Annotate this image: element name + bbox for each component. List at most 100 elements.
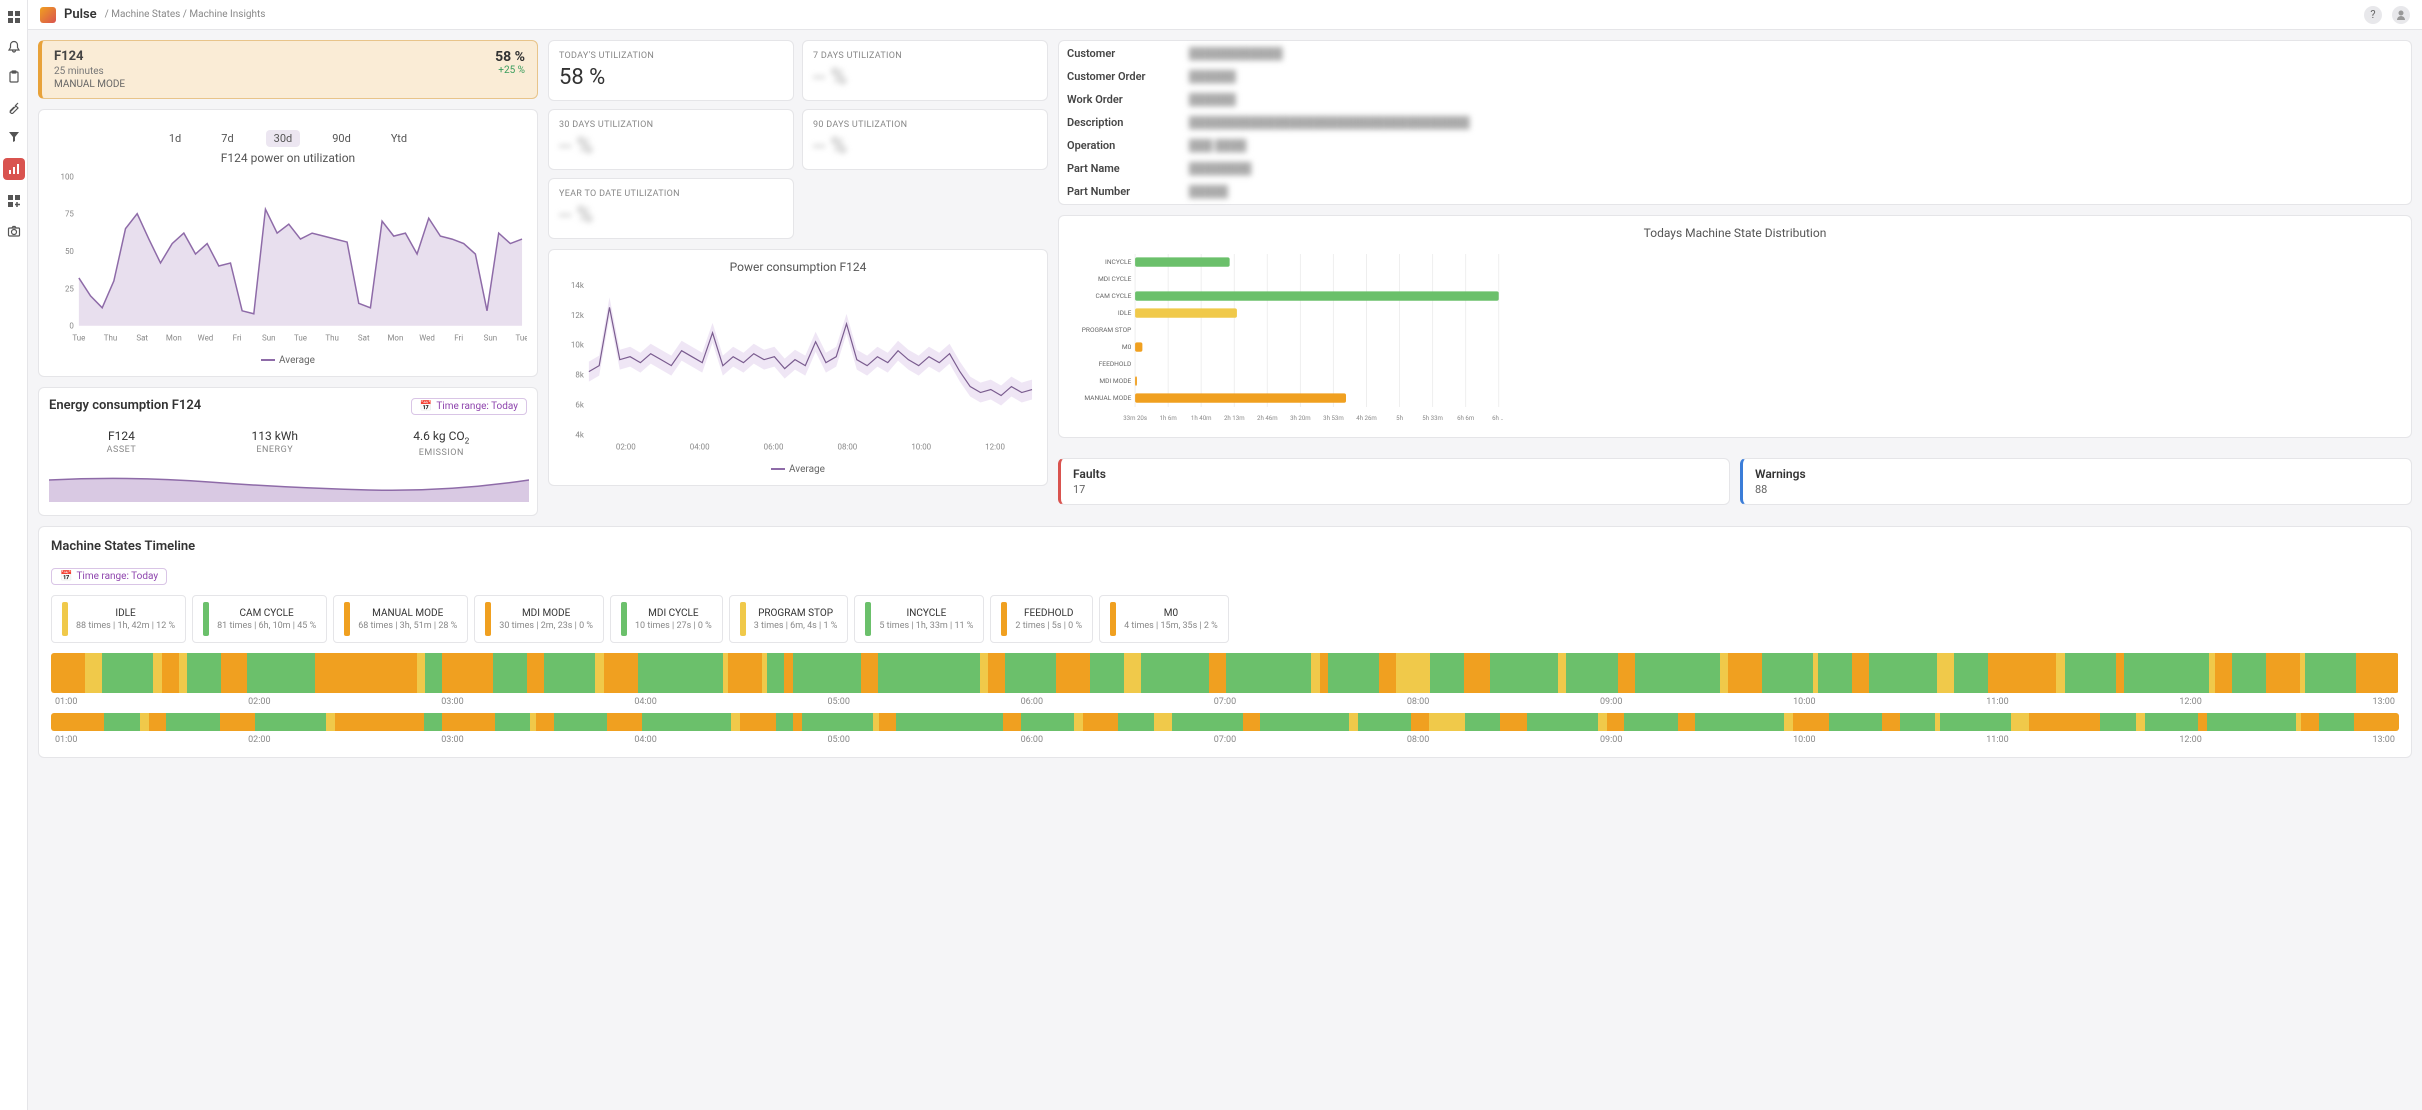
timeline-segment <box>1118 713 1154 731</box>
timeline-segment <box>2301 713 2319 731</box>
timeline-segment <box>1083 713 1119 731</box>
nav-tools-icon[interactable] <box>5 98 23 116</box>
nav-analytics-icon[interactable] <box>3 158 25 180</box>
timeline-segment <box>1940 713 2011 731</box>
nav-add-grid-icon[interactable] <box>5 192 23 210</box>
timeline-segment <box>326 713 335 731</box>
timeline-segment <box>1678 713 1696 731</box>
timeline-tick: 04:00 <box>634 697 656 707</box>
timeline-segment <box>2356 653 2399 693</box>
timeline-segment <box>1566 653 1617 693</box>
timeline-axis-1: 01:0002:0003:0004:0005:0006:0007:0008:00… <box>51 697 2399 707</box>
timeline-segment <box>1900 713 1936 731</box>
timeline-segment <box>1852 653 1869 693</box>
timeline-segment <box>1411 713 1429 731</box>
timeline-segment <box>1728 653 1762 693</box>
timeline-segment <box>2305 653 2356 693</box>
nav-camera-icon[interactable] <box>5 222 23 240</box>
range-tab-7d[interactable]: 7d <box>213 130 241 147</box>
timeline-axis-2: 01:0002:0003:0004:0005:0006:0007:0008:00… <box>51 735 2399 745</box>
state-legend-item[interactable]: IDLE88 times | 1h, 42m | 12 % <box>51 595 186 643</box>
timeline-section: Machine States Timeline 📅 Time range: To… <box>38 526 2412 758</box>
state-legend-item[interactable]: M04 times | 15m, 35s | 2 % <box>1099 595 1229 643</box>
fault-warning-row: Faults 17 Warnings 88 <box>1058 458 2412 505</box>
svg-text:Mon: Mon <box>387 334 403 343</box>
svg-text:Tue: Tue <box>72 334 85 343</box>
timeline-segment <box>1005 653 1056 693</box>
state-legend-item[interactable]: MDI MODE30 times | 2m, 23s | 0 % <box>474 595 604 643</box>
range-tab-90d[interactable]: 90d <box>324 130 359 147</box>
timeline-segment <box>1090 653 1124 693</box>
info-card: Customer████████████Customer Order██████… <box>1058 40 2412 205</box>
timeline-segment <box>1154 713 1172 731</box>
brand-name: Pulse <box>64 7 97 22</box>
warnings-card[interactable]: Warnings 88 <box>1740 458 2412 505</box>
svg-text:04:00: 04:00 <box>690 442 710 451</box>
timeline-tick: 11:00 <box>1986 735 2008 745</box>
timeline-segment <box>442 713 495 731</box>
state-legend-item[interactable]: MANUAL MODE68 times | 3h, 51m | 28 % <box>333 595 468 643</box>
timeline-segment <box>740 713 776 731</box>
timeline-tick: 06:00 <box>1021 697 1043 707</box>
svg-text:Thu: Thu <box>325 334 339 343</box>
warnings-label: Warnings <box>1755 467 2399 481</box>
svg-text:5h 33m: 5h 33m <box>1422 415 1443 422</box>
nav-filter-icon[interactable] <box>5 128 23 146</box>
timeline-tick: 09:00 <box>1600 697 1622 707</box>
state-legend-item[interactable]: INCYCLE5 times | 1h, 33m | 11 % <box>854 595 984 643</box>
energy-metric: F124ASSET <box>107 429 137 458</box>
nav-clipboard-icon[interactable] <box>5 68 23 86</box>
user-avatar-icon[interactable] <box>2392 6 2410 24</box>
util-chart-title: F124 power on utilization <box>49 151 527 165</box>
svg-text:06:00: 06:00 <box>764 442 784 451</box>
timeline-segment <box>2136 713 2145 731</box>
timeline-title: Machine States Timeline <box>51 539 2399 554</box>
timeline-segment <box>166 713 219 731</box>
help-icon[interactable]: ? <box>2364 6 2382 24</box>
timeline-segment <box>2011 713 2029 731</box>
power-legend: Average <box>559 464 1037 475</box>
dist-title: Todays Machine State Distribution <box>1069 226 2401 240</box>
range-tab-1d[interactable]: 1d <box>161 130 189 147</box>
crumb-1[interactable]: Machine Insights <box>189 9 265 20</box>
timeline-segment <box>2266 653 2300 693</box>
timeline-segment <box>988 653 1005 693</box>
timeline-segment <box>1784 713 1793 731</box>
timeline-segment <box>896 713 1003 731</box>
nav-grid-icon[interactable] <box>5 8 23 26</box>
timeline-segment <box>1311 653 1320 693</box>
timeline-segment <box>1882 713 1900 731</box>
svg-text:3h 53m: 3h 53m <box>1323 415 1344 422</box>
timeline-segment <box>776 713 794 731</box>
range-tab-30d[interactable]: 30d <box>266 130 301 147</box>
range-tab-Ytd[interactable]: Ytd <box>383 130 415 147</box>
timeline-segment <box>544 653 595 693</box>
crumb-0[interactable]: Machine States <box>111 9 180 20</box>
timeline-segment <box>2124 653 2209 693</box>
timeline-segment <box>595 653 604 693</box>
state-legend-item[interactable]: MDI CYCLE10 times | 27s | 0 % <box>610 595 723 643</box>
svg-text:Sun: Sun <box>484 334 498 343</box>
timeline-bar-2 <box>51 713 2399 731</box>
faults-card[interactable]: Faults 17 <box>1058 458 1730 505</box>
timeline-time-range-button[interactable]: 📅 Time range: Today <box>51 568 167 585</box>
state-legend-item[interactable]: PROGRAM STOP3 times | 6m, 4s | 1 % <box>729 595 849 643</box>
timeline-segment <box>2065 653 2116 693</box>
util-card-0: TODAY'S UTILIZATION58 % <box>548 40 794 101</box>
timeline-segment <box>980 653 989 693</box>
nav-bell-icon[interactable] <box>5 38 23 56</box>
timeline-segment <box>1141 653 1209 693</box>
timeline-segment <box>604 653 638 693</box>
energy-time-range-button[interactable]: 📅 Time range: Today <box>411 398 527 415</box>
timeline-segment <box>335 713 424 731</box>
machine-summary-card[interactable]: F124 25 minutes MANUAL MODE 58 % +25 % <box>38 40 538 99</box>
machine-name: F124 <box>54 49 125 64</box>
state-legend-item[interactable]: FEEDHOLD2 times | 5s | 0 % <box>990 595 1093 643</box>
state-legend-item[interactable]: CAM CYCLE81 times | 6h, 10m | 45 % <box>192 595 327 643</box>
svg-text:33m 20s: 33m 20s <box>1123 415 1147 422</box>
svg-text:02:00: 02:00 <box>616 442 636 451</box>
timeline-segment <box>1430 653 1464 693</box>
svg-text:Fri: Fri <box>233 334 242 343</box>
timeline-segment <box>1558 653 1567 693</box>
timeline-segment <box>767 653 784 693</box>
